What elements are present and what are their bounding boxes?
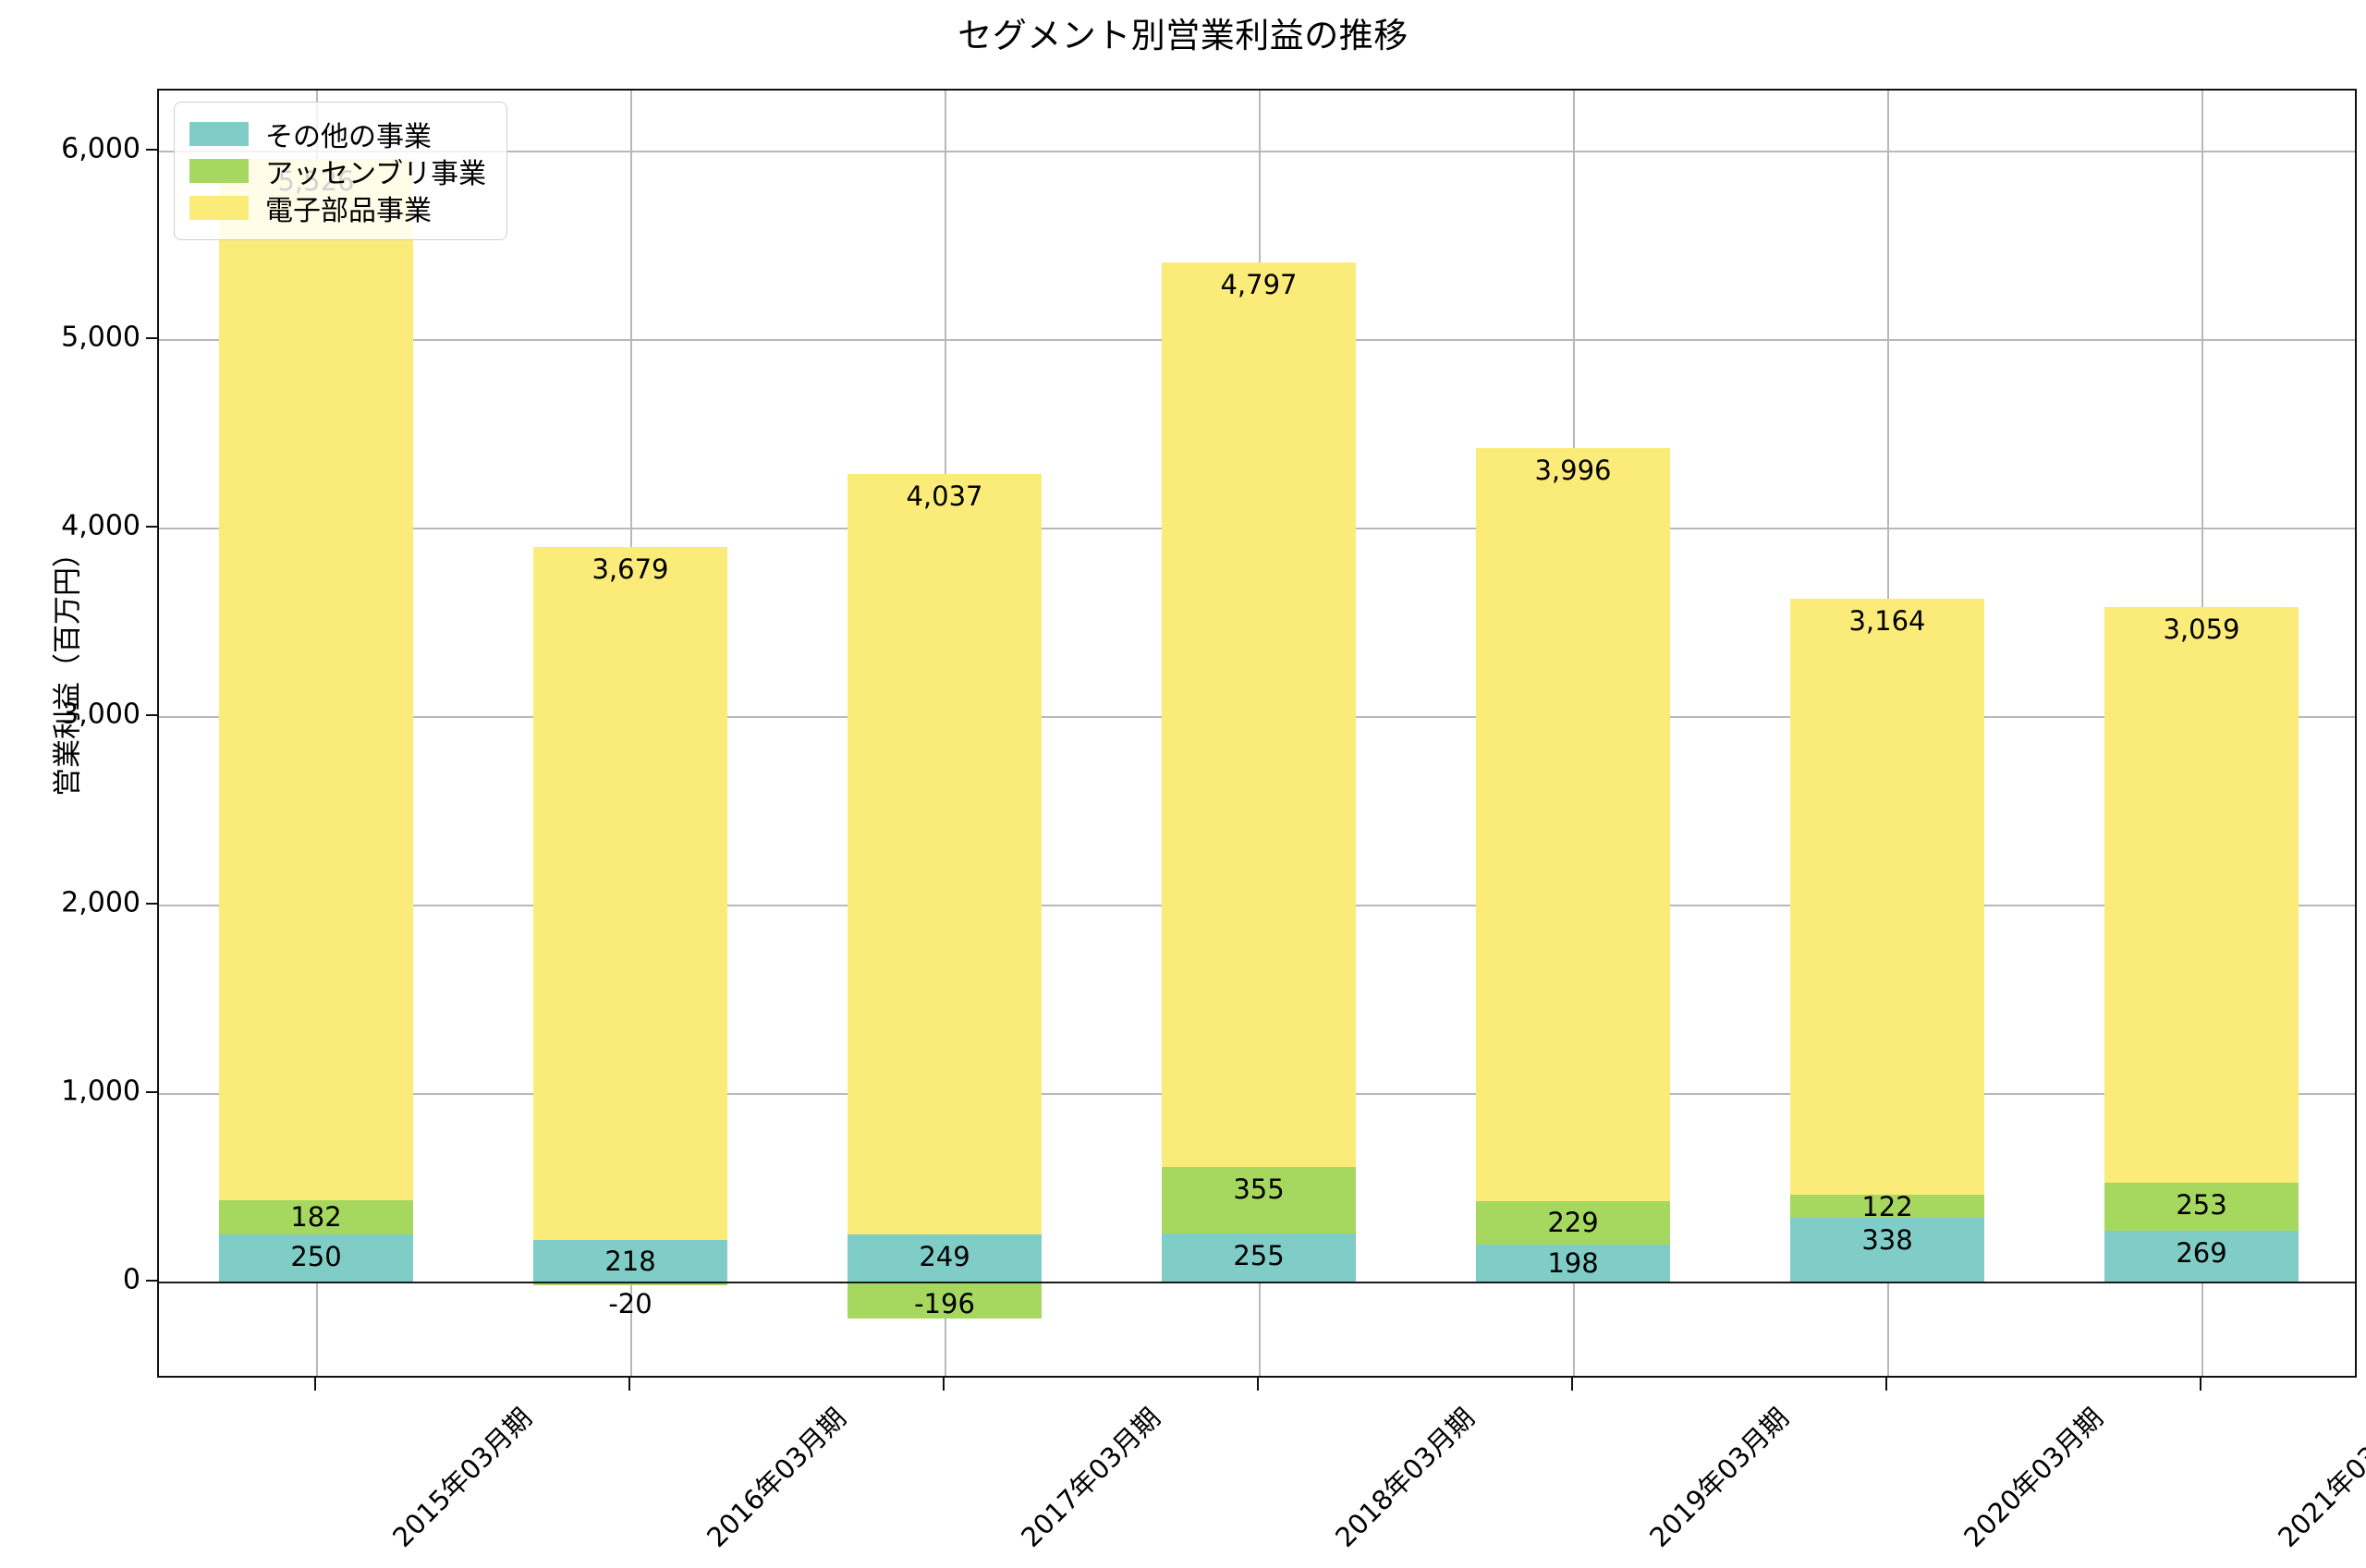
x-axis-tick-label: 2017年03月期 [1015, 1402, 1167, 1554]
x-axis-tick-label: 2019年03月期 [1643, 1402, 1796, 1554]
legend-item[interactable]: アッセンブリ事業 [189, 152, 487, 190]
chart-legend[interactable]: その他の事業アッセンブリ事業 電子部品事業 [174, 102, 508, 240]
bar-value-label: 218 [604, 1245, 656, 1277]
bar-value-label: 3,059 [2163, 613, 2240, 645]
legend-item[interactable]: その他の事業 [189, 115, 486, 153]
bar-segment[interactable] [1161, 1166, 1357, 1234]
y-axis-tick-label: 1,000 [61, 1075, 140, 1108]
zero-baseline [159, 1281, 2355, 1283]
y-axis-label: 営業利益（百万円） [51, 539, 85, 796]
bar-segment[interactable] [1789, 1218, 1985, 1282]
y-axis-tick-mark [146, 337, 159, 340]
y-axis-tick-label: 2,000 [61, 886, 140, 919]
bar-segment[interactable] [2104, 606, 2299, 1184]
bar-segment[interactable] [218, 158, 414, 1200]
x-axis-tick-label: 2015年03月期 [386, 1402, 539, 1554]
bar-segment[interactable] [1475, 1244, 1671, 1282]
bar-segment[interactable] [1789, 598, 1985, 1196]
bar-value-label: 249 [919, 1241, 970, 1273]
bar-value-label: 182 [290, 1201, 342, 1234]
gridline-horizontal [159, 151, 2355, 153]
x-axis-tick-label: 2016年03月期 [701, 1402, 853, 1554]
plot-inner: 2501825,526218-203,679249-1964,037255355… [159, 91, 2355, 1376]
bar-value-label: 122 [1861, 1190, 1913, 1222]
bar-segment[interactable] [1789, 1195, 1985, 1218]
bar-segment[interactable] [2104, 1183, 2299, 1232]
bar-value-label: 253 [2176, 1189, 2227, 1222]
y-axis-tick-label: 3,000 [61, 698, 140, 731]
bar-value-label: 4,037 [906, 480, 983, 512]
bar-segment[interactable] [532, 547, 728, 1241]
bar-segment[interactable] [1475, 1200, 1671, 1245]
bar-value-label: 4,797 [1220, 269, 1298, 301]
plot-area: 2501825,526218-203,679249-1964,037255355… [157, 89, 2357, 1378]
bar-value-label: 355 [1233, 1173, 1285, 1205]
bar-value-label: -196 [914, 1287, 975, 1319]
bar-segment[interactable] [532, 1281, 728, 1286]
x-axis-tick-mark [943, 1378, 945, 1391]
bar-segment[interactable] [532, 1240, 728, 1282]
y-axis-tick-mark [146, 903, 159, 906]
x-axis-tick-mark [1257, 1378, 1259, 1391]
legend-swatch-icon [189, 196, 249, 220]
legend-swatch-icon [189, 159, 249, 183]
y-axis-tick-mark [146, 149, 159, 152]
bar-value-label: 250 [290, 1240, 342, 1272]
legend-item[interactable]: 電子部品事業 [189, 189, 486, 227]
bar-value-label: 255 [1233, 1239, 1285, 1271]
legend-item-label: 電子部品事業 [265, 195, 432, 227]
y-axis-tick-mark [146, 526, 159, 529]
x-axis-tick-mark [314, 1378, 316, 1391]
x-axis-tick-label: 2021年03月期 [2272, 1402, 2366, 1554]
legend-swatch-icon [189, 122, 249, 146]
y-axis-tick-label: 0 [122, 1263, 140, 1296]
x-axis-tick-mark [2200, 1378, 2201, 1391]
bar-segment[interactable] [218, 1199, 414, 1234]
bar-segment[interactable] [218, 1234, 414, 1282]
bar-value-label: 3,679 [592, 553, 669, 586]
bar-segment[interactable] [847, 473, 1043, 1235]
x-axis-tick-label: 2020年03月期 [1957, 1402, 2110, 1554]
bar-segment[interactable] [1161, 1233, 1357, 1282]
x-axis-tick-mark [1571, 1378, 1573, 1391]
bar-segment[interactable] [2104, 1231, 2299, 1282]
bar-segment[interactable] [847, 1234, 1043, 1282]
x-axis-tick-mark [1885, 1378, 1887, 1391]
bar-value-label: 198 [1547, 1246, 1599, 1279]
chart-title: セグメント別営業利益の推移 [957, 16, 1409, 55]
bar-value-label: 269 [2176, 1237, 2227, 1270]
y-axis-tick-label: 6,000 [61, 132, 140, 165]
y-axis-tick-mark [146, 714, 159, 717]
bar-value-label: 3,164 [1848, 604, 1926, 637]
x-axis-tick-mark [628, 1378, 630, 1391]
bar-segment[interactable] [1161, 262, 1357, 1167]
y-axis-tick-label: 4,000 [61, 509, 140, 542]
x-axis-tick-label: 2018年03月期 [1329, 1402, 1482, 1554]
bar-value-label: 229 [1547, 1207, 1599, 1239]
legend-item-label: その他の事業 [265, 121, 432, 153]
y-axis-tick-mark [146, 1091, 159, 1093]
y-axis-tick-label: 5,000 [61, 321, 140, 354]
y-axis-tick-mark [146, 1279, 159, 1282]
bar-value-label: 338 [1861, 1224, 1913, 1256]
bar-segment[interactable] [847, 1281, 1043, 1319]
legend-item-label: アッセンブリ事業 [265, 158, 487, 190]
bar-value-label: -20 [608, 1287, 652, 1319]
bar-value-label: 3,996 [1534, 454, 1612, 486]
bar-segment[interactable] [1475, 447, 1671, 1201]
